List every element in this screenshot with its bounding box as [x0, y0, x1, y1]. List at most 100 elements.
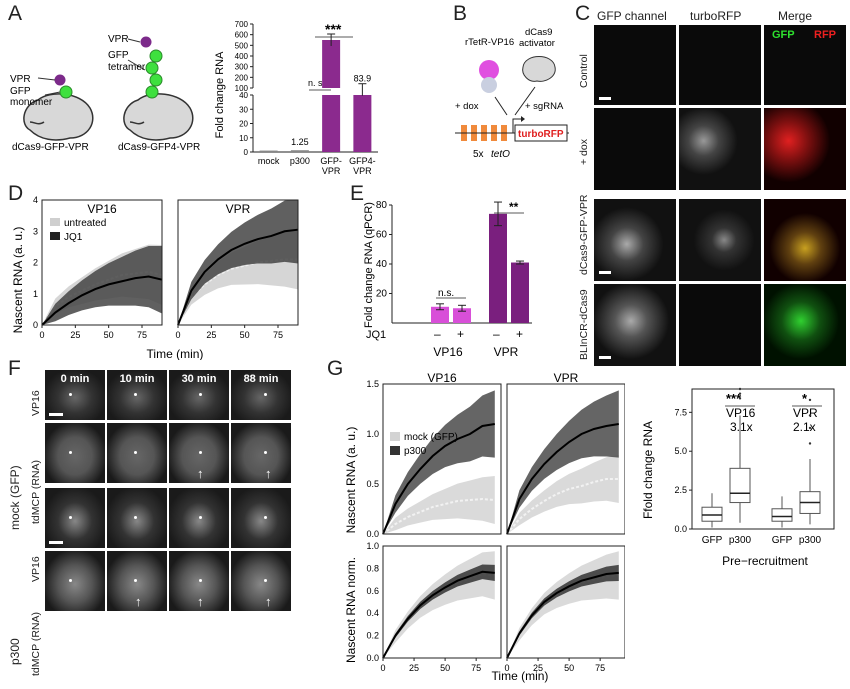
panel-a-ylabel: Fold change RNA [214, 51, 226, 138]
panel-e-ylabel: Fold change RNA (qPCR) [363, 202, 375, 328]
g-xtick: 75 [471, 663, 481, 673]
f-cell-r0-c0: 0 min [45, 370, 105, 420]
g-p300-line [382, 423, 495, 535]
panel-b-schematic: rTetR-VP16 dCas9 activator + dox + sgRNA… [455, 27, 569, 160]
dcas9-activator-icon [522, 56, 556, 82]
right-name-label: dCas9-GFP4-VPR [118, 142, 200, 153]
plot-frame [41, 199, 163, 326]
g-xtick: 25 [409, 663, 419, 673]
activator-label: activator [519, 38, 555, 49]
f-scalebar [49, 541, 63, 544]
turborfp-label: turboRFP [518, 129, 564, 140]
g-p300-band [507, 390, 619, 534]
panel-f-grid: 0 min 10 min 30 min 88 min ↑ ↑ ↑ ↑ ↑ [45, 370, 300, 680]
panel-label-g: G [327, 357, 344, 380]
right-tetramer-label: tetramer [108, 62, 146, 73]
d-legend-jq1: JQ1 [64, 232, 83, 243]
f-row-vp16-label: VP16 [30, 390, 42, 416]
f-cell-r1-c3: ↑ [231, 423, 291, 483]
col-rfp-header: turboRFP [690, 9, 742, 23]
a-category-label: VPR [322, 166, 341, 176]
g-box-ytick: 0.0 [674, 524, 687, 534]
f-spot [69, 451, 72, 454]
panel-label-c: C [575, 2, 591, 25]
f-spot [134, 393, 137, 396]
g-outlier [738, 387, 742, 391]
f-cell-r0-c1: 10 min [107, 370, 167, 420]
dcas9-left-icon [23, 93, 94, 141]
g-p300-line [506, 423, 619, 535]
e-ytick: 40 [376, 259, 388, 270]
g-box-category: p300 [729, 535, 752, 546]
a-bar-low [353, 95, 372, 152]
d-legend-jq1-swatch [50, 232, 60, 240]
jq1-plus-2: + [516, 327, 523, 341]
a-bar-low [322, 95, 341, 152]
a-ytick-high: 500 [235, 41, 249, 50]
group-mock-label: mock (GFP) [8, 465, 22, 530]
f-spot [264, 451, 267, 454]
c-blincr-merge [764, 284, 846, 366]
g-xtick: 25 [533, 663, 543, 673]
f-row-vp16b-label: VP16 [30, 556, 42, 582]
a-ytick-low: 30 [239, 105, 248, 114]
f-cell-r0-c3: 88 min [231, 370, 291, 420]
vpr-left-icon [54, 74, 66, 86]
d-xtick: 25 [206, 330, 216, 340]
panel-a-bar-chart: Fold change RNA n. s. *** 10020030040050… [214, 20, 378, 176]
g-box [729, 467, 751, 504]
merge-rfp-label: RFP [814, 29, 836, 41]
jq1-minus-2: – [493, 327, 500, 341]
d-panel-title: VP16 [87, 202, 117, 216]
d-jq1-band [42, 245, 162, 325]
c-control-rfp [679, 25, 761, 105]
g-box-ytick: 2.5 [674, 485, 687, 495]
row-dox-label: + dox [578, 139, 590, 165]
f-spot [69, 393, 72, 396]
a-category-label: GFP4- [349, 156, 376, 166]
f-row-mcpb-label: tdMCP (RNA) [30, 612, 42, 676]
f-spot [69, 516, 72, 519]
arrow-up-icon: ↑ [265, 466, 272, 481]
a-ytick-low: 0 [244, 148, 249, 157]
gfp-tetramer-icon [145, 49, 163, 99]
plot-frame [691, 388, 835, 530]
dcas9-right-icon [123, 93, 194, 141]
d-xtick: 25 [70, 330, 80, 340]
d-ytick: 2 [33, 258, 38, 268]
f-spot [134, 516, 137, 519]
d-jq1-line [177, 228, 299, 326]
f-cell-r2-c2 [169, 488, 229, 548]
panel-label-d: D [8, 182, 24, 205]
g-top-ytick: 1.5 [366, 379, 379, 389]
f-time-label: 88 min [243, 373, 279, 385]
f-cell-r2-c0 [45, 488, 105, 548]
f-spot [264, 393, 267, 396]
g-legend-mock-swatch [390, 432, 400, 441]
g-box-category: GFP [772, 535, 793, 546]
g-panel-title: VPR [554, 371, 579, 385]
left-vpr-label: VPR [10, 74, 31, 85]
f-spot [199, 579, 202, 582]
g-outlier [808, 426, 812, 430]
col-gfp-header: GFP channel [597, 9, 667, 23]
d-jq1-line [41, 275, 163, 326]
vp16-icon [479, 60, 499, 80]
g-outlier [738, 392, 742, 395]
f-spot [264, 516, 267, 519]
row-control-label: Control [578, 54, 590, 88]
plot-frame [382, 545, 502, 659]
merge-gfp-label: GFP [772, 29, 795, 41]
f-cell-r2-c1 [107, 488, 167, 548]
g-norm-mock-band [507, 551, 619, 658]
g-box-ylabel: Ffold change RNA [641, 421, 655, 519]
f-time-label: 30 min [181, 373, 217, 385]
d-ytick: 3 [33, 226, 38, 236]
g-bottom-ytick: 0.2 [366, 631, 379, 641]
a-category-label: mock [258, 156, 280, 166]
g-mock-line [382, 497, 495, 535]
f-cell-r1-c2: ↑ [169, 423, 229, 483]
d-ytick: 1 [33, 289, 38, 299]
g-top-ytick: 0.5 [366, 479, 379, 489]
jq1-minus-1: – [434, 327, 441, 341]
